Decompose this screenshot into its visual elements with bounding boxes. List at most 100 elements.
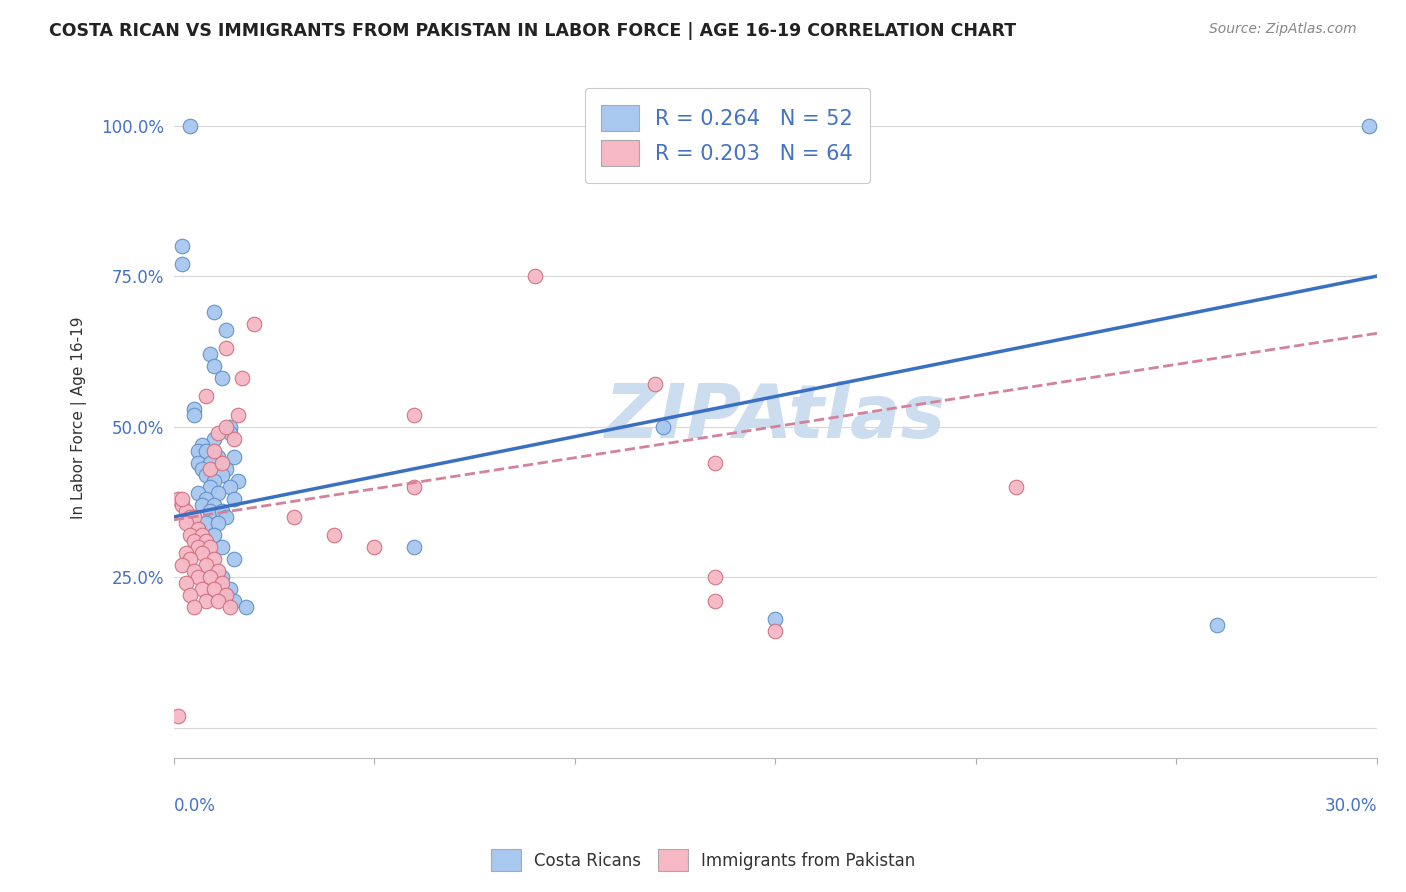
- Legend: R = 0.264   N = 52, R = 0.203   N = 64: R = 0.264 N = 52, R = 0.203 N = 64: [585, 87, 870, 183]
- Point: [215, 588, 238, 602]
- Point: [187, 522, 209, 536]
- Point: [191, 437, 214, 451]
- Point: [207, 425, 229, 440]
- Point: [198, 456, 221, 470]
- Point: [207, 450, 229, 464]
- Point: [763, 624, 786, 639]
- Point: [198, 480, 221, 494]
- Point: [167, 491, 190, 506]
- Point: [183, 600, 205, 615]
- Point: [222, 432, 245, 446]
- Point: [222, 594, 245, 608]
- Point: [202, 582, 225, 596]
- Point: [219, 582, 242, 596]
- Legend: Costa Ricans, Immigrants from Pakistan: Costa Ricans, Immigrants from Pakistan: [482, 841, 924, 880]
- Point: [644, 377, 666, 392]
- Point: [194, 389, 217, 403]
- Point: [179, 552, 201, 566]
- Point: [170, 491, 193, 506]
- Point: [187, 443, 209, 458]
- Text: Source: ZipAtlas.com: Source: ZipAtlas.com: [1209, 22, 1357, 37]
- Point: [202, 474, 225, 488]
- Point: [202, 359, 225, 374]
- Point: [202, 528, 225, 542]
- Point: [404, 540, 426, 554]
- Point: [187, 522, 209, 536]
- Point: [191, 582, 214, 596]
- Point: [198, 461, 221, 475]
- Point: [170, 498, 193, 512]
- Point: [704, 456, 727, 470]
- Point: [211, 540, 233, 554]
- Point: [283, 509, 305, 524]
- Point: [215, 342, 238, 356]
- Point: [194, 443, 217, 458]
- Point: [207, 516, 229, 530]
- Point: [194, 516, 217, 530]
- Point: [235, 600, 257, 615]
- Point: [219, 600, 242, 615]
- Point: [183, 509, 205, 524]
- Point: [219, 419, 242, 434]
- Point: [215, 419, 238, 434]
- Point: [198, 347, 221, 361]
- Point: [191, 546, 214, 560]
- Point: [404, 408, 426, 422]
- Point: [191, 528, 214, 542]
- Point: [211, 456, 233, 470]
- Point: [215, 461, 238, 475]
- Point: [207, 485, 229, 500]
- Point: [194, 467, 217, 482]
- Point: [202, 432, 225, 446]
- Point: [183, 408, 205, 422]
- Point: [167, 708, 190, 723]
- Point: [704, 594, 727, 608]
- Point: [174, 546, 197, 560]
- Point: [194, 558, 217, 572]
- Point: [523, 269, 546, 284]
- Point: [187, 485, 209, 500]
- Point: [179, 528, 201, 542]
- Point: [211, 467, 233, 482]
- Point: [215, 509, 238, 524]
- Point: [226, 474, 249, 488]
- Point: [211, 371, 233, 385]
- Point: [243, 318, 266, 332]
- Point: [323, 528, 346, 542]
- Point: [183, 509, 205, 524]
- Point: [652, 419, 675, 434]
- Point: [174, 516, 197, 530]
- Point: [1205, 618, 1227, 632]
- Point: [222, 552, 245, 566]
- Point: [219, 425, 242, 440]
- Point: [202, 498, 225, 512]
- Point: [179, 119, 201, 133]
- Point: [187, 540, 209, 554]
- Point: [187, 456, 209, 470]
- Point: [198, 570, 221, 584]
- Point: [187, 570, 209, 584]
- Point: [174, 504, 197, 518]
- Point: [198, 540, 221, 554]
- Point: [174, 576, 197, 591]
- Text: 30.0%: 30.0%: [1324, 797, 1376, 814]
- Point: [1358, 119, 1381, 133]
- Point: [183, 564, 205, 578]
- Point: [194, 491, 217, 506]
- Point: [183, 401, 205, 416]
- Point: [222, 450, 245, 464]
- Point: [202, 552, 225, 566]
- Point: [763, 612, 786, 626]
- Point: [215, 588, 238, 602]
- Point: [226, 408, 249, 422]
- Point: [215, 323, 238, 337]
- Point: [202, 443, 225, 458]
- Text: 0.0%: 0.0%: [174, 797, 215, 814]
- Point: [198, 504, 221, 518]
- Y-axis label: In Labor Force | Age 16-19: In Labor Force | Age 16-19: [72, 317, 87, 519]
- Point: [202, 305, 225, 319]
- Point: [170, 239, 193, 253]
- Point: [211, 576, 233, 591]
- Point: [170, 558, 193, 572]
- Point: [363, 540, 385, 554]
